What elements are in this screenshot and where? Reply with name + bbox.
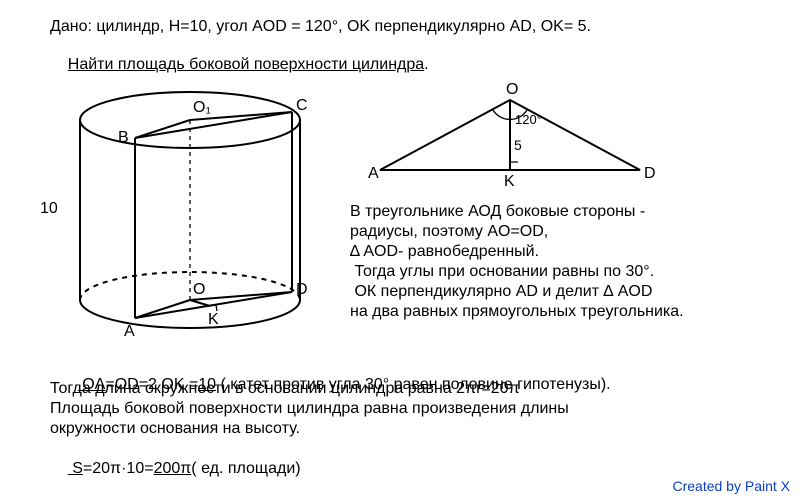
expl-3: ∆ AOD- равнобедренный. bbox=[350, 243, 539, 261]
expl-4: Тогда углы при основании равны по 30°. bbox=[350, 263, 654, 281]
expl-1: В треугольнике АОД боковые стороны - bbox=[350, 203, 645, 221]
tri-label-a: A bbox=[368, 165, 379, 182]
label-a: A bbox=[124, 323, 135, 340]
expl-5: ОК перпендикулярно AD и делит ∆ AOD bbox=[350, 283, 652, 301]
tri-ok-len: 5 bbox=[514, 137, 522, 153]
tri-label-d: D bbox=[644, 165, 656, 182]
cylinder-height-label: 10 bbox=[40, 200, 58, 218]
task-text: Найти площадь боковой поверхности цилинд… bbox=[68, 56, 424, 73]
label-c: C bbox=[296, 97, 308, 114]
tri-label-k: K bbox=[504, 173, 515, 190]
label-k: K bbox=[208, 311, 219, 328]
tri-label-o: O bbox=[506, 81, 518, 98]
watermark: Created by Paint X bbox=[672, 478, 790, 494]
label-d: D bbox=[296, 281, 308, 298]
sol-s-post: ( ед. площади) bbox=[191, 460, 300, 477]
sol-s-mid: =20π·10= bbox=[83, 460, 154, 477]
expl-2: радиусы, поэтому AO=OD, bbox=[350, 223, 548, 241]
sol-area1: Площадь боковой поверхности цилиндра рав… bbox=[50, 400, 569, 418]
label-o1: O₁ bbox=[193, 99, 211, 116]
tri-angle: 120° bbox=[515, 112, 542, 127]
sol-area2: окружности основания на высоту. bbox=[50, 420, 300, 438]
triangle-diagram: O A D K 120° 5 bbox=[360, 80, 660, 190]
expl-6: на два равных прямоугольных треугольника… bbox=[350, 303, 684, 321]
sol-circ: Тогда длина окружности в основании цилин… bbox=[50, 380, 520, 398]
label-o: O bbox=[193, 281, 205, 298]
given-line: Дано: цилиндр, H=10, угол AOD = 120°, OK… bbox=[50, 18, 591, 36]
page: Дано: цилиндр, H=10, угол AOD = 120°, OK… bbox=[0, 0, 800, 500]
cylinder-diagram: O₁ C B O D A K bbox=[60, 80, 320, 360]
task-period: . bbox=[424, 56, 428, 73]
sol-s: S=20π·10=200π( ед. площади) bbox=[50, 442, 301, 496]
sol-s-pre: S bbox=[68, 460, 83, 477]
label-b: B bbox=[118, 129, 129, 146]
sol-s-val: 200π bbox=[154, 460, 192, 477]
